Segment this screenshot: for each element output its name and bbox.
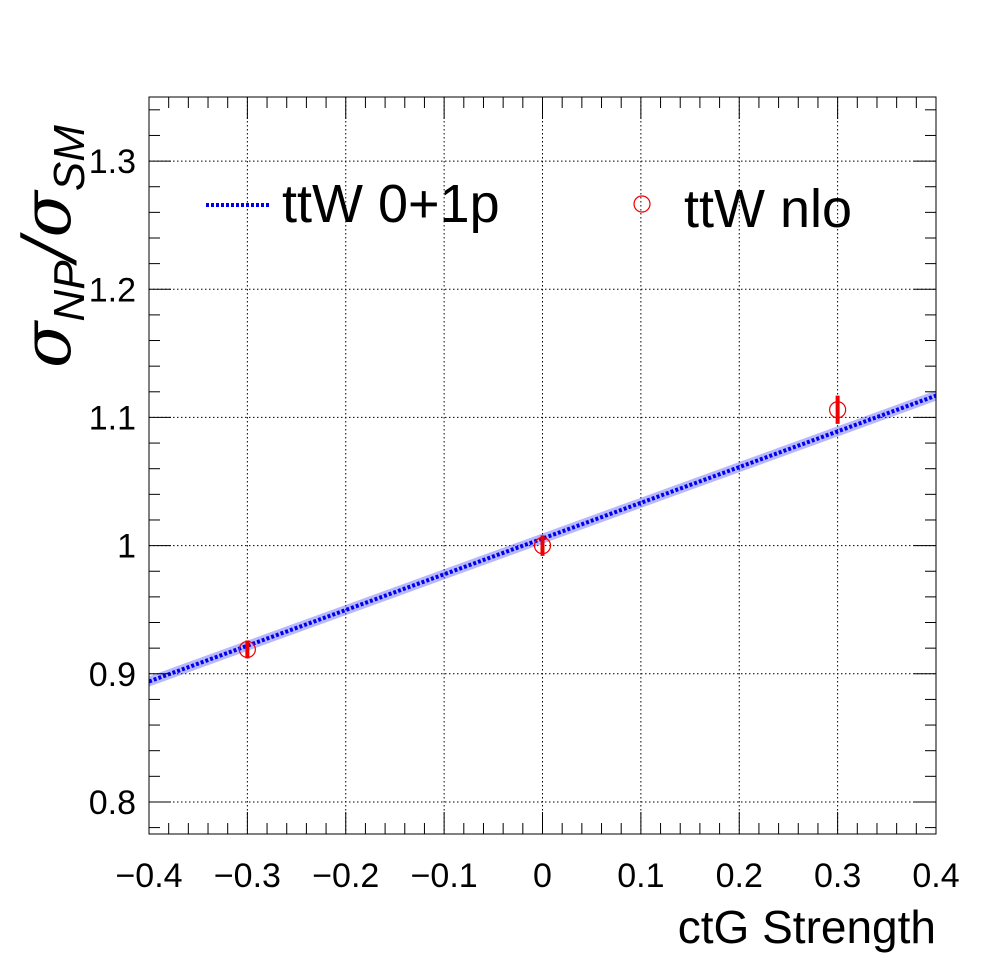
data-point-ttw-nlo [829, 401, 847, 419]
y-axis-title-subscript-sm: SM [45, 125, 94, 191]
legend-label-ttw-nlo: ttW nlo [684, 179, 852, 239]
y-axis-title-sigma-sm: σ [8, 190, 87, 238]
x-tick-label: 0.4 [912, 857, 959, 895]
x-tick-label: 0.2 [716, 857, 763, 895]
data-point-ttw-nlo [533, 537, 552, 555]
y-axis-title-subscript-np: NP [45, 260, 94, 322]
x-tick-label: −0.1 [411, 857, 478, 895]
data-point-ttw-nlo [238, 640, 256, 659]
y-tick-label: 0.8 [89, 784, 136, 822]
x-tick-label: 0.1 [617, 857, 664, 895]
x-tick-label: −0.4 [115, 857, 182, 895]
fit-line-layer [148, 393, 937, 684]
y-tick-label: 0.9 [89, 656, 136, 694]
x-tick-label: 0 [533, 857, 552, 895]
axis-ticks [148, 97, 937, 834]
legend-label-ttw-0p1p: ttW 0+1p [282, 174, 500, 234]
y-axis-title-sigma-np: σ [8, 320, 87, 368]
y-tick-label: 1.2 [89, 271, 136, 309]
fit-line-ttw-0p1p [148, 393, 937, 684]
legend: ttW 0+1p ttW nlo [206, 174, 852, 239]
x-tick-label: −0.3 [214, 857, 281, 895]
svg-text:σNP/σSM: σNP/σSM [8, 125, 94, 368]
x-axis-title: ctG Strength [678, 901, 936, 953]
y-axis-title: σNP/σSM [8, 125, 94, 368]
x-tick-label: −0.2 [312, 857, 379, 895]
x-tick-label: 0.3 [814, 857, 861, 895]
y-tick-labels: 0.8 0.9 1 1.1 1.2 1.3 [89, 143, 136, 822]
data-points-layer [238, 395, 847, 659]
x-tick-labels: −0.4 −0.3 −0.2 −0.1 0 0.1 0.2 0.3 0.4 [115, 857, 959, 895]
y-tick-label: 1.3 [89, 143, 136, 181]
y-tick-label: 1 [117, 528, 136, 566]
legend-swatch-ttw-nlo [633, 195, 651, 213]
y-tick-label: 1.1 [89, 399, 136, 437]
